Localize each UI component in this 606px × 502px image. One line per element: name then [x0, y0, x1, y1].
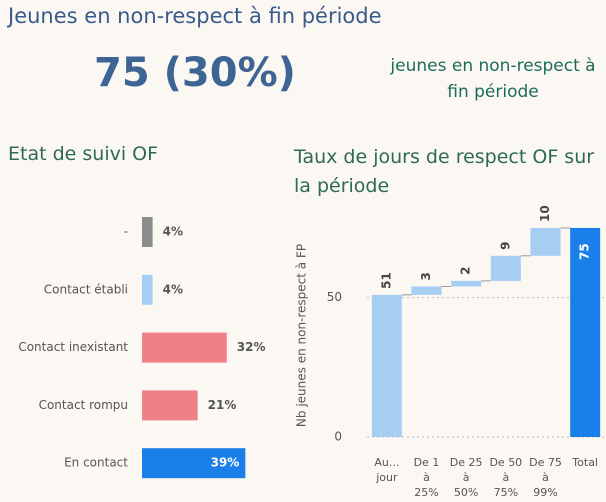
- bar: [142, 274, 153, 305]
- data-label: 10: [538, 205, 552, 222]
- bar: [530, 227, 561, 256]
- x-tick-label: De 50 à 75%: [489, 456, 523, 499]
- data-label: 9: [498, 241, 512, 249]
- data-label: 21%: [208, 398, 237, 412]
- x-tick-label: De 75 à 99%: [529, 456, 562, 499]
- bar: [451, 280, 482, 287]
- y-axis-label: Nb jeunes en non-respect à FP: [295, 244, 309, 427]
- x-tick-label: Total: [572, 456, 598, 469]
- data-label: 39%: [211, 456, 240, 470]
- bar: [142, 217, 153, 247]
- bar: [371, 294, 402, 437]
- bar: [142, 332, 227, 363]
- y-tick-label: Contact établi: [44, 282, 128, 296]
- y-tick-label: En contact: [64, 456, 128, 470]
- data-label: 4%: [163, 282, 183, 296]
- y-tick-label: 50: [327, 290, 342, 304]
- x-tick-label: Au... jour: [374, 456, 400, 484]
- data-label: 4%: [163, 225, 183, 239]
- bar: [570, 227, 601, 437]
- data-label: 3: [419, 272, 433, 280]
- bar: [142, 390, 198, 421]
- chart-title: Etat de suivi OF: [8, 143, 159, 165]
- data-label: 75: [578, 243, 592, 260]
- y-tick-label: Contact inexistant: [18, 340, 128, 354]
- data-label: 2: [459, 267, 473, 275]
- y-tick-label: Contact rompu: [39, 398, 128, 412]
- y-tick-label: -: [124, 225, 128, 239]
- page-title: Jeunes en non-respect à fin période: [8, 4, 382, 28]
- x-tick-label: De 25 à 50%: [449, 456, 483, 499]
- bar: [411, 286, 442, 295]
- data-label: 51: [379, 272, 393, 289]
- y-tick-label: 0: [334, 430, 342, 444]
- bar: [490, 255, 521, 281]
- data-label: 32%: [237, 340, 266, 354]
- kpi-label: jeunes en non-respect à fin période: [390, 56, 596, 102]
- bar: [142, 448, 246, 479]
- chart-title: Taux de jours de respect OF sur la pério…: [294, 146, 595, 197]
- kpi-value: 75 (30%): [94, 50, 296, 96]
- x-tick-label: De 1 à 25%: [413, 456, 440, 499]
